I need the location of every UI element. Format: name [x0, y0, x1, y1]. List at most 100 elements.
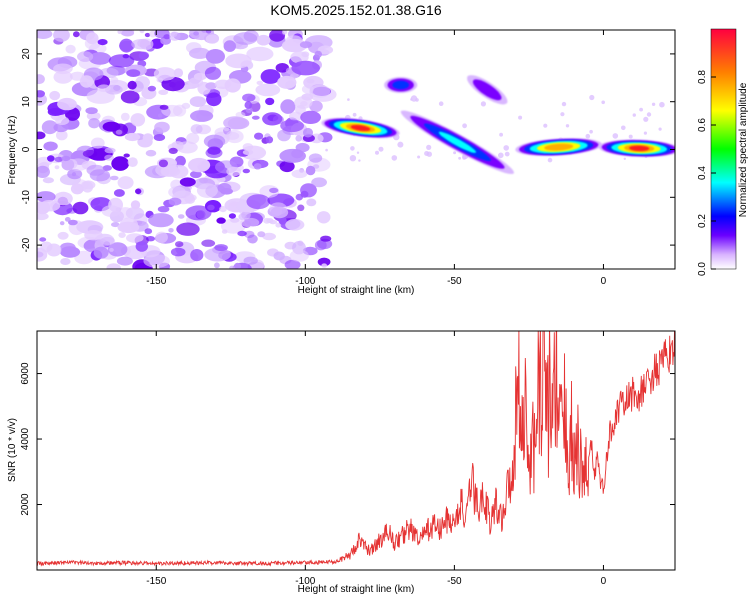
noise-blob — [179, 177, 196, 187]
noise-blob — [64, 217, 71, 222]
noise-blob — [144, 32, 151, 38]
noise-speckle — [585, 133, 591, 139]
noise-blob — [300, 110, 321, 124]
noise-blob — [54, 156, 63, 163]
feature-contour — [472, 79, 502, 101]
noise-blob — [265, 97, 275, 106]
noise-blob — [111, 222, 120, 228]
noise-speckle — [417, 155, 421, 159]
noise-blob — [214, 262, 220, 269]
bottom-y-tick-label: 4000 — [20, 427, 31, 450]
noise-blob — [37, 30, 53, 39]
noise-blob — [234, 262, 241, 269]
noise-blob — [145, 149, 157, 157]
noise-speckle — [547, 157, 553, 163]
noise-blob — [153, 134, 166, 141]
noise-blob — [138, 51, 150, 60]
noise-speckle — [415, 98, 419, 102]
noise-blob — [174, 155, 186, 167]
noise-blob — [159, 104, 169, 110]
noise-blob — [126, 69, 141, 77]
noise-speckle — [589, 94, 595, 101]
noise-blob — [309, 100, 323, 113]
noise-blob — [130, 113, 146, 127]
noise-blob — [270, 206, 289, 219]
noise-blob — [158, 159, 168, 168]
noise-blob — [229, 265, 235, 269]
noise-speckle — [325, 148, 328, 152]
top-y-axis-label: Frequency (Hz) — [7, 116, 18, 185]
noise-speckle — [612, 133, 619, 139]
noise-blob — [193, 31, 200, 36]
noise-blob — [317, 45, 334, 55]
noise-blob — [171, 168, 180, 173]
noise-blob — [225, 129, 244, 144]
noise-blob — [256, 34, 271, 46]
noise-blob — [294, 96, 313, 109]
noise-blob — [291, 60, 321, 76]
noise-blob — [77, 51, 94, 62]
noise-blob — [196, 210, 206, 219]
noise-blob — [242, 168, 250, 174]
noise-blob — [221, 229, 228, 234]
noise-blob — [54, 165, 60, 170]
noise-blob — [42, 177, 55, 184]
noise-blob — [273, 251, 285, 261]
noise-speckle — [646, 112, 652, 117]
noise-blob — [126, 233, 144, 243]
noise-blob — [260, 69, 281, 84]
noise-blob — [127, 80, 137, 90]
noise-blob — [253, 163, 262, 170]
noise-speckle — [462, 123, 467, 129]
noise-blob — [201, 239, 216, 247]
noise-blob — [37, 90, 45, 98]
noise-blob — [139, 30, 145, 34]
noise-blob — [86, 32, 99, 45]
noise-blob — [217, 183, 232, 193]
noise-blob — [285, 219, 305, 231]
noise-blob — [130, 200, 141, 210]
noise-blob — [278, 216, 287, 225]
noise-speckle — [643, 116, 649, 122]
noise-blob — [281, 38, 308, 53]
noise-blob — [135, 188, 142, 195]
noise-speckle — [498, 152, 504, 159]
colorbar-tick-label: 0.2 — [697, 214, 708, 228]
noise-blob — [155, 163, 179, 177]
top-y-tick-label: -10 — [21, 190, 32, 205]
noise-blob — [204, 247, 231, 262]
noise-blob — [189, 47, 211, 59]
noise-blob — [289, 249, 309, 262]
noise-blob — [168, 186, 186, 198]
noise-blob — [49, 90, 61, 101]
noise-blob — [102, 121, 121, 132]
noise-blob — [176, 141, 198, 154]
top-y-tick-label: 10 — [21, 96, 32, 108]
noise-blob — [196, 183, 218, 199]
snr-frame — [36, 330, 676, 571]
noise-blob — [123, 153, 130, 158]
noise-region — [37, 30, 665, 269]
noise-blob — [300, 190, 309, 198]
noise-speckle — [375, 150, 379, 155]
noise-blob — [117, 221, 140, 234]
noise-blob — [173, 104, 187, 117]
noise-blob — [299, 41, 313, 49]
noise-blob — [269, 30, 286, 42]
top-x-tick-label: -150 — [146, 276, 166, 287]
noise-blob — [290, 51, 309, 64]
noise-blob — [56, 130, 68, 141]
noise-blob — [257, 231, 266, 238]
noise-blob — [81, 181, 94, 193]
noise-speckle — [565, 124, 570, 128]
noise-speckle — [453, 151, 457, 155]
noise-blob — [154, 30, 170, 39]
noise-blob — [275, 222, 282, 228]
colorbar: 0.0 0.2 0.4 0.6 0.8 Normalized spectral ampl… — [697, 28, 749, 276]
noise-blob — [124, 132, 141, 142]
noise-blob — [188, 77, 204, 88]
noise-blob — [280, 119, 304, 133]
noise-blob — [251, 115, 260, 120]
top-x-tick-label: -50 — [447, 276, 462, 287]
